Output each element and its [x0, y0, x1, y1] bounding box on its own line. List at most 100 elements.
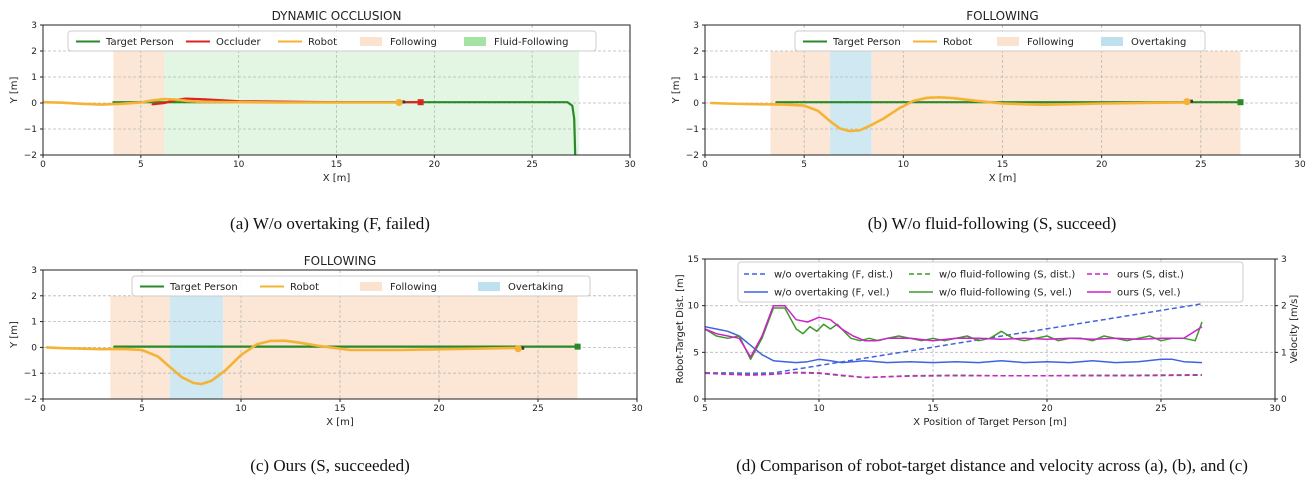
chart-title-c: FOLLOWING	[304, 254, 376, 268]
legend-label-c: Following	[390, 282, 437, 293]
legend-label-b: Overtaking	[1131, 37, 1186, 48]
legend-swatch-b	[997, 37, 1019, 46]
x-tick-label-a: 5	[138, 160, 144, 170]
caption-d: (d) Comparison of robot-target distance …	[736, 456, 1248, 476]
y-tick-label-a: 3	[31, 21, 37, 31]
y-tick-label-a: 0	[31, 99, 37, 109]
x-tick-label-c: 15	[334, 404, 345, 414]
target-end-marker	[575, 344, 581, 350]
legend-label-b: Robot	[943, 37, 972, 48]
y-axis-label-b: Y [m]	[671, 76, 682, 104]
x-tick-label-a: 30	[624, 160, 636, 170]
x-tick-label-d: 5	[702, 404, 708, 414]
caption-b: (b) W/o fluid-following (S, succeed)	[868, 214, 1116, 234]
x-tick-label-d: 20	[1041, 404, 1053, 414]
legend-label-c: Target Person	[169, 282, 238, 293]
y-tick-label-a: 1	[31, 73, 37, 83]
y2-axis-label-d: Velocity [m/s]	[1289, 295, 1300, 364]
legend-label-d: w/o overtaking (F, vel.)	[774, 288, 890, 299]
caption-a: (a) W/o overtaking (F, failed)	[230, 214, 430, 234]
y-axis-label-d: Robot-Target Dist. [m]	[675, 274, 686, 383]
y-tick-label-d: 10	[688, 302, 700, 312]
x-axis-label-a: X [m]	[323, 173, 351, 184]
x-tick-label-a: 25	[526, 160, 537, 170]
chart-title-a: DYNAMIC OCCLUSION	[272, 9, 402, 23]
legend-label-c: Robot	[290, 282, 319, 293]
legend-swatch-b	[1101, 37, 1123, 46]
x-tick-label-b: 15	[997, 160, 1008, 170]
occluder-end-marker	[418, 99, 424, 105]
x-tick-label-b: 30	[1294, 160, 1306, 170]
legend-swatch-a	[360, 37, 382, 46]
x-tick-label-c: 0	[40, 404, 46, 414]
legend-swatch-c	[360, 282, 382, 291]
legend-label-a: Robot	[308, 37, 337, 48]
legend-label-a: Following	[390, 37, 437, 48]
x-tick-label-d: 15	[927, 404, 938, 414]
y-tick-label-c: 0	[31, 343, 37, 353]
x-tick-label-c: 5	[139, 404, 145, 414]
x-axis-label-c: X [m]	[326, 417, 354, 428]
x-tick-label-b: 10	[898, 160, 910, 170]
legend-label-d: ours (S, dist.)	[1117, 270, 1184, 281]
x-axis-label-b: X [m]	[989, 173, 1017, 184]
legend-swatch-a	[464, 37, 486, 46]
series-d-ours-s-vel-	[705, 306, 1202, 357]
legend-label-b: Following	[1027, 37, 1074, 48]
x-tick-label-b: 0	[702, 160, 708, 170]
chart-title-b: FOLLOWING	[966, 9, 1038, 23]
x-tick-label-b: 5	[801, 160, 807, 170]
y-tick-label-b: 2	[693, 47, 699, 57]
x-tick-label-d: 10	[813, 404, 825, 414]
x-tick-label-a: 15	[331, 160, 342, 170]
y-tick-label-b: 0	[693, 99, 699, 109]
legend-label-d: ours (S, vel.)	[1117, 288, 1181, 299]
x-tick-label-c: 25	[532, 404, 543, 414]
legend-label-a: Occluder	[216, 37, 261, 48]
y2-tick-label-d: 3	[1281, 255, 1287, 265]
x-tick-label-c: 20	[433, 404, 445, 414]
legend-label-b: Target Person	[832, 37, 901, 48]
legend-label-d: w/o overtaking (F, dist.)	[774, 270, 893, 281]
legend-label-c: Overtaking	[508, 282, 563, 293]
x-tick-label-d: 30	[1269, 404, 1281, 414]
legend-swatch-c	[478, 282, 500, 291]
robot-end-marker	[1183, 98, 1190, 105]
y-axis-label-c: Y [m]	[9, 321, 20, 349]
x-tick-label-d: 25	[1155, 404, 1166, 414]
series-d-w-o-overtaking-f-vel-	[705, 327, 1202, 363]
y-tick-label-c: 1	[31, 318, 37, 328]
x-axis-label-d: X Position of Target Person [m]	[913, 417, 1067, 428]
y-tick-label-c: 2	[31, 292, 37, 302]
legend-label-a: Fluid-Following	[494, 37, 568, 48]
y-tick-label-d: 0	[693, 395, 699, 405]
y-tick-label-a: 2	[31, 47, 37, 57]
legend-label-a: Target Person	[105, 37, 174, 48]
x-tick-label-b: 20	[1096, 160, 1108, 170]
y-axis-label-a: Y [m]	[9, 76, 20, 104]
y-tick-label-b: −2	[686, 151, 699, 161]
y2-tick-label-d: 2	[1281, 302, 1287, 312]
y-tick-label-d: 5	[693, 348, 699, 358]
robot-end-marker	[396, 99, 403, 106]
x-tick-label-b: 25	[1195, 160, 1206, 170]
x-tick-label-a: 20	[429, 160, 441, 170]
y-tick-label-b: 1	[693, 73, 699, 83]
x-tick-label-c: 30	[631, 404, 643, 414]
y-tick-label-c: −1	[24, 369, 37, 379]
x-tick-label-a: 0	[40, 160, 46, 170]
legend-label-d: w/o fluid-following (S, vel.)	[939, 288, 1072, 299]
y-tick-label-b: 3	[693, 21, 699, 31]
x-tick-label-a: 10	[233, 160, 245, 170]
target-end-marker	[1238, 99, 1244, 105]
y-tick-label-a: −1	[24, 125, 37, 135]
y2-tick-label-d: 0	[1281, 395, 1287, 405]
robot-end-marker	[515, 345, 522, 352]
y-tick-label-d: 15	[688, 255, 699, 265]
y2-tick-label-d: 1	[1281, 348, 1287, 358]
y-tick-label-b: −1	[686, 125, 699, 135]
x-tick-label-c: 10	[235, 404, 247, 414]
y-tick-label-c: 3	[31, 266, 37, 276]
y-tick-label-c: −2	[24, 395, 37, 405]
